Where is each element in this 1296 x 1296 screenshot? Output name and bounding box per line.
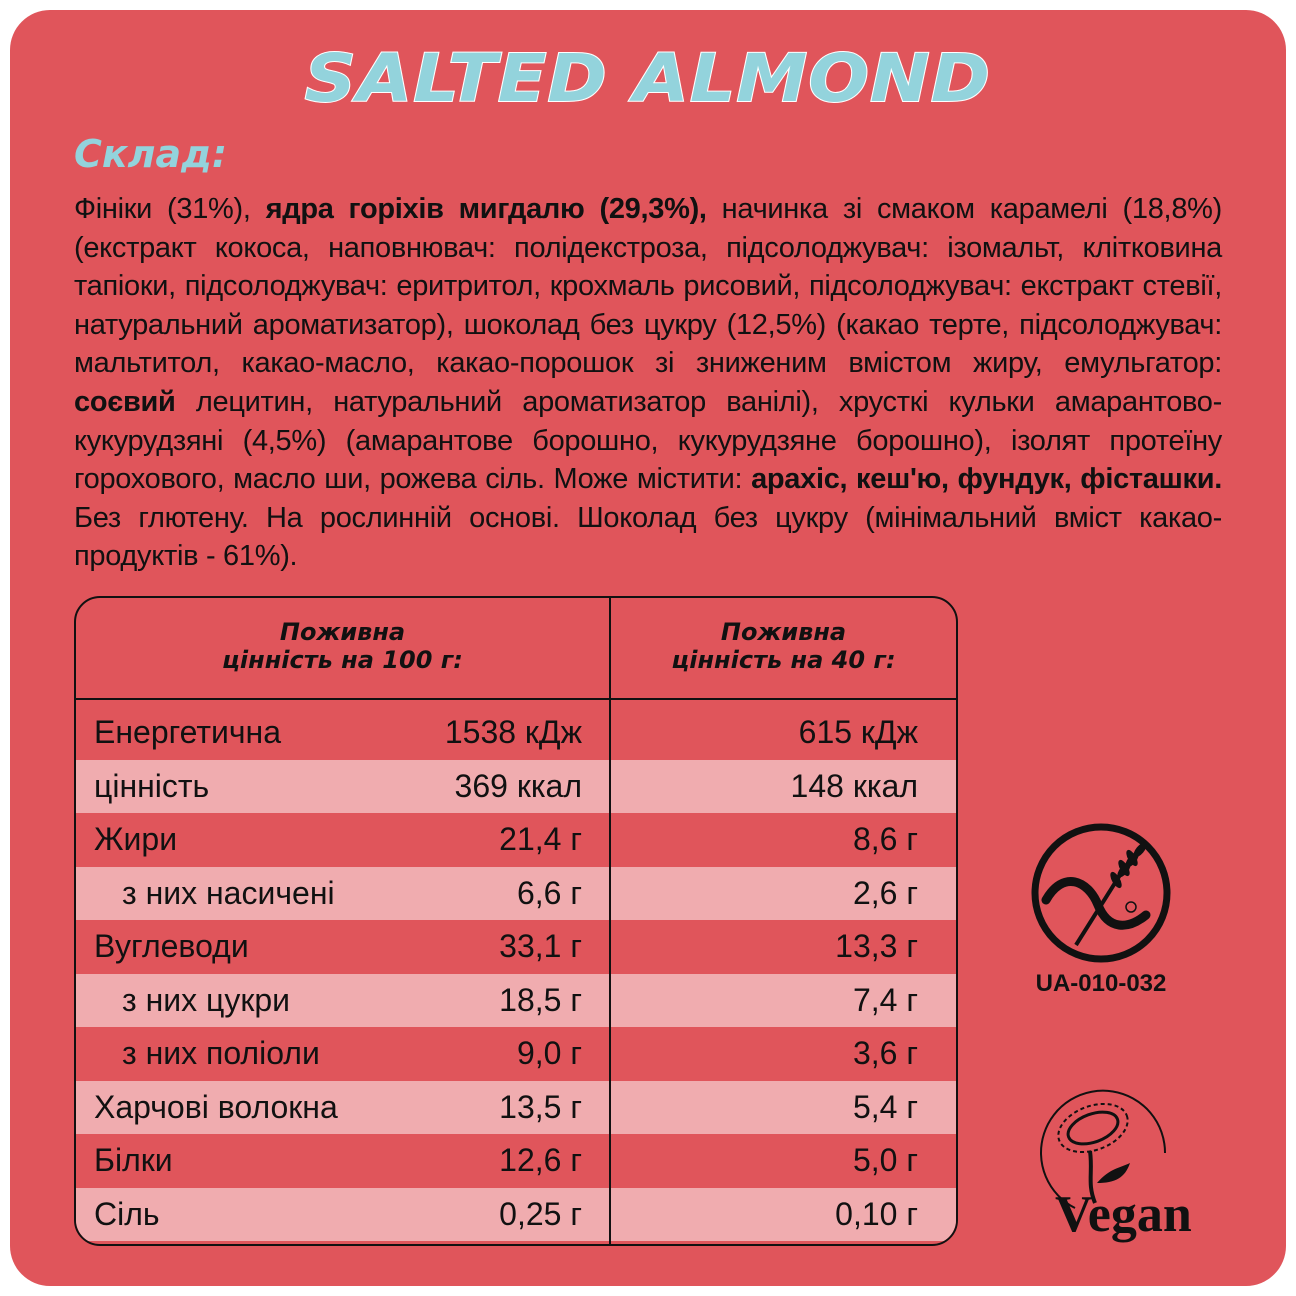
value-per-100g: 13,5 г xyxy=(499,1088,582,1125)
ingredient-bold-segment: ядра горіхів мигдалю (29,3%), xyxy=(265,193,707,225)
nutrition-row: цінність 369 ккал 148 ккал xyxy=(76,759,956,813)
nutrition-row: Сіль 0,25 г 0,10 г xyxy=(76,1187,956,1241)
nutrition-row: Вуглеводи 33,1 г 13,3 г xyxy=(76,920,956,974)
value-per-40g: 8,6 г xyxy=(852,821,918,857)
header-line: цінність на 100 г: xyxy=(222,646,463,674)
value-per-40g: 13,3 г xyxy=(835,928,918,964)
nutrition-row: Жири 21,4 г 8,6 г xyxy=(76,813,956,867)
value-per-40g: 148 ккал xyxy=(790,767,918,804)
gluten-free-cert-number: UA-010-032 xyxy=(1035,970,1167,997)
nutrient-label: цінність xyxy=(94,767,210,804)
value-per-40g: 5,0 г xyxy=(852,1142,918,1178)
value-per-40g: 0,10 г xyxy=(835,1195,918,1232)
value-per-100g: 0,25 г xyxy=(499,1195,582,1232)
nutrient-label: Сіль xyxy=(94,1195,160,1232)
value-per-40g: 615 кДж xyxy=(798,714,918,750)
nutrient-label: Жири xyxy=(94,821,178,857)
header-line: цінність на 40 г: xyxy=(671,646,896,674)
value-per-100g: 9,0 г xyxy=(516,1035,582,1071)
ingredient-bold-segment: арахіс, кеш'ю, фундук, фісташки. xyxy=(751,463,1223,496)
value-per-100g: 21,4 г xyxy=(499,821,582,857)
header-line: Поживна xyxy=(279,618,406,646)
nutrient-label: Вуглеводи xyxy=(94,928,249,964)
value-per-40g: 3,6 г xyxy=(852,1035,918,1071)
nutrition-row: з них поліоли 9,0 г 3,6 г xyxy=(76,1027,956,1081)
product-title: SALTED ALMOND xyxy=(304,39,992,118)
header-per-100g: Поживна цінність на 100 г: xyxy=(76,618,609,674)
nutrient-label: Енергетична xyxy=(94,714,281,750)
nutrition-row: Білки 12,6 г 5,0 г xyxy=(76,1134,956,1188)
value-per-100g: 12,6 г xyxy=(499,1142,582,1178)
nutrient-label: Харчові волокна xyxy=(94,1088,338,1125)
gluten-free-icon xyxy=(1031,823,1171,963)
nutrition-row: Енергетична 1538 кДж 615 кДж xyxy=(76,706,956,760)
header-per-40g: Поживна цінність на 40 г: xyxy=(611,618,956,674)
column-divider xyxy=(609,598,611,1244)
ingredient-bold-segment: соєвий xyxy=(74,385,176,418)
value-per-100g: 6,6 г xyxy=(516,874,582,911)
value-per-40g: 7,4 г xyxy=(852,981,918,1018)
nutrition-row: Харчові волокна 13,5 г 5,4 г xyxy=(76,1080,956,1134)
nutrient-label: Білки xyxy=(94,1142,173,1178)
vegan-logo-text: Vegan xyxy=(1055,1186,1192,1243)
ingredient-segment: лецитин, натуральний ароматизатор ванілі… xyxy=(74,385,1222,496)
value-per-100g: 33,1 г xyxy=(499,928,582,964)
value-per-100g: 369 ккал xyxy=(454,767,582,804)
value-per-40g: 5,4 г xyxy=(852,1088,918,1125)
nutrition-row: з них насичені 6,6 г 2,6 г xyxy=(76,866,956,920)
value-per-40g: 2,6 г xyxy=(852,874,918,911)
value-per-100g: 1538 кДж xyxy=(444,714,582,750)
ingredient-segment: начинка зі смаком карамелі (18,8%) (екст… xyxy=(74,193,1222,380)
vegan-logo-icon: Vegan xyxy=(1040,1089,1192,1243)
nutrition-table-header: Поживна цінність на 100 г: Поживна цінні… xyxy=(76,598,956,700)
composition-heading: Склад: xyxy=(74,132,228,176)
ingredient-segment: Фініки (31%), xyxy=(74,193,266,225)
ingredient-segment: Без глютену. На рослинній основі. Шокола… xyxy=(74,501,1222,573)
nutrient-label: з них цукри xyxy=(122,981,290,1018)
nutrition-table: Поживна цінність на 100 г: Поживна цінні… xyxy=(74,596,958,1246)
value-per-100g: 18,5 г xyxy=(499,981,582,1018)
nutrition-row: з них цукри 18,5 г 7,4 г xyxy=(76,973,956,1027)
nutrient-label: з них поліоли xyxy=(122,1035,320,1071)
ingredients-text: Фініки (31%), ядра горіхів мигдалю (29,3… xyxy=(74,190,1222,576)
header-line: Поживна xyxy=(720,618,847,646)
nutrient-label: з них насичені xyxy=(122,874,335,911)
